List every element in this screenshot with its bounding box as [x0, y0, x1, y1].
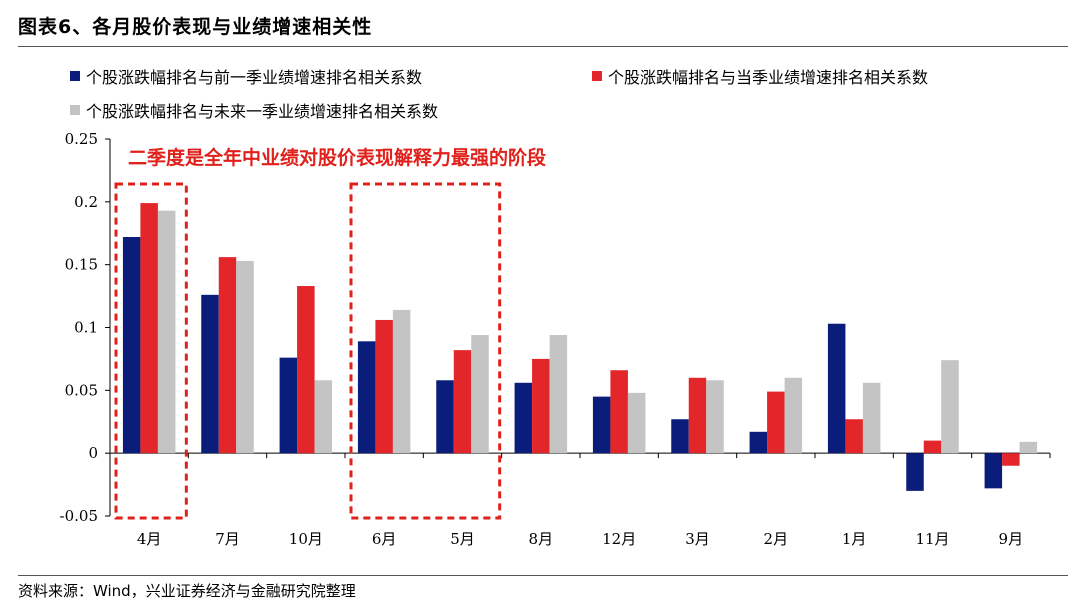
- bar-series1: [436, 380, 454, 454]
- title-divider: [18, 46, 1068, 47]
- y-tick-label: 0.25: [65, 130, 98, 148]
- chart-annotation: 二季度是全年中业绩对股价表现解释力最强的阶段: [128, 146, 547, 169]
- x-tick-label: 6月: [372, 530, 397, 548]
- bar-series2: [1002, 453, 1020, 466]
- bar-series2: [453, 350, 472, 454]
- title-bar: 图表6、各月股价表现与业绩增速相关性: [18, 6, 1068, 47]
- legend-label-series2: 个股涨跌幅排名与当季业绩增速排名相关系数: [608, 68, 929, 87]
- legend-item-series2: 个股涨跌幅排名与当季业绩增速排名相关系数: [592, 64, 928, 88]
- highlight-layer: [114, 182, 502, 520]
- bar-series2: [688, 377, 707, 454]
- bar-series2: [140, 203, 158, 454]
- legend-label-series3: 个股涨跌幅排名与未来一季业绩增速排名相关系数: [86, 102, 439, 121]
- bar-series1: [671, 419, 689, 454]
- source-note: 资料来源：Wind，兴业证券经济与金融研究院整理: [18, 582, 356, 600]
- y-tick-label: 0.05: [65, 381, 98, 399]
- bar-series1: [514, 382, 533, 454]
- bar-series3: [236, 260, 254, 454]
- page-title: 图表6、各月股价表现与业绩增速相关性: [18, 16, 373, 38]
- bar-series1: [984, 453, 1003, 489]
- bar-series3: [157, 210, 176, 454]
- x-tick-label: 7月: [215, 530, 240, 548]
- bar-series2: [297, 286, 315, 454]
- chart-legend: 个股涨跌幅排名与前一季业绩增速排名相关系数 个股涨跌幅排名与当季业绩增速排名相关…: [70, 64, 1030, 124]
- bar-series3: [862, 382, 881, 454]
- bar-series3: [549, 335, 568, 454]
- legend-swatch-series3: [70, 105, 80, 115]
- bar-series2: [767, 391, 785, 454]
- x-tick-label: 10月: [289, 530, 323, 548]
- bar-series1: [749, 431, 768, 454]
- y-tick-label: 0.1: [74, 319, 98, 337]
- bar-series3: [627, 392, 646, 454]
- y-tick-label: -0.05: [60, 507, 98, 525]
- legend-swatch-series2: [592, 71, 602, 81]
- x-tick-label: 12月: [602, 530, 636, 548]
- bars-layer: [122, 203, 1038, 491]
- legend-label-series1: 个股涨跌幅排名与前一季业绩增速排名相关系数: [86, 68, 423, 87]
- legend-item-series3: 个股涨跌幅排名与未来一季业绩增速排名相关系数: [70, 98, 438, 122]
- y-tick-label: 0: [88, 444, 98, 462]
- bar-series2: [375, 319, 393, 454]
- bar-series1: [357, 341, 376, 454]
- highlight-box-1: [114, 182, 188, 520]
- bar-series1: [201, 294, 219, 454]
- bar-series1: [279, 357, 298, 454]
- bar-series3: [706, 380, 724, 454]
- bar-series2: [218, 257, 237, 454]
- x-tick-label: 5月: [450, 530, 475, 548]
- highlight-box-2: [349, 182, 502, 520]
- bar-series2: [532, 358, 550, 454]
- x-tick-label: 4月: [137, 530, 162, 548]
- bar-series3: [784, 377, 803, 454]
- bar-series2: [845, 419, 863, 454]
- x-tick-label: 2月: [764, 530, 789, 548]
- bar-series3: [1019, 441, 1038, 454]
- x-tick-label: 1月: [842, 530, 867, 548]
- y-tick-label: 0.15: [65, 256, 98, 274]
- legend-item-series1: 个股涨跌幅排名与前一季业绩增速排名相关系数: [70, 64, 422, 88]
- source-divider: [18, 575, 1068, 576]
- bar-series1: [906, 453, 924, 491]
- bar-series2: [923, 440, 942, 454]
- bar-series2: [610, 370, 628, 454]
- axis-layer: -0.05 0 0.05 0.1 0.15 0.2 0.25 4月 7月 10月 6月 5月 8月 12月…: [60, 130, 1051, 548]
- bar-series3: [314, 380, 333, 454]
- x-tick-label: 3月: [685, 530, 710, 548]
- bar-series1: [592, 396, 611, 454]
- bar-series1: [827, 323, 846, 454]
- x-tick-label: 11月: [915, 530, 949, 548]
- bar-series3: [471, 335, 489, 454]
- bar-series3: [392, 309, 411, 454]
- bar-series3: [941, 360, 959, 454]
- bar-series1: [122, 237, 141, 454]
- legend-swatch-series1: [70, 71, 80, 81]
- y-tick-label: 0.2: [74, 193, 98, 211]
- x-tick-label: 9月: [999, 530, 1024, 548]
- x-tick-label: 8月: [529, 530, 554, 548]
